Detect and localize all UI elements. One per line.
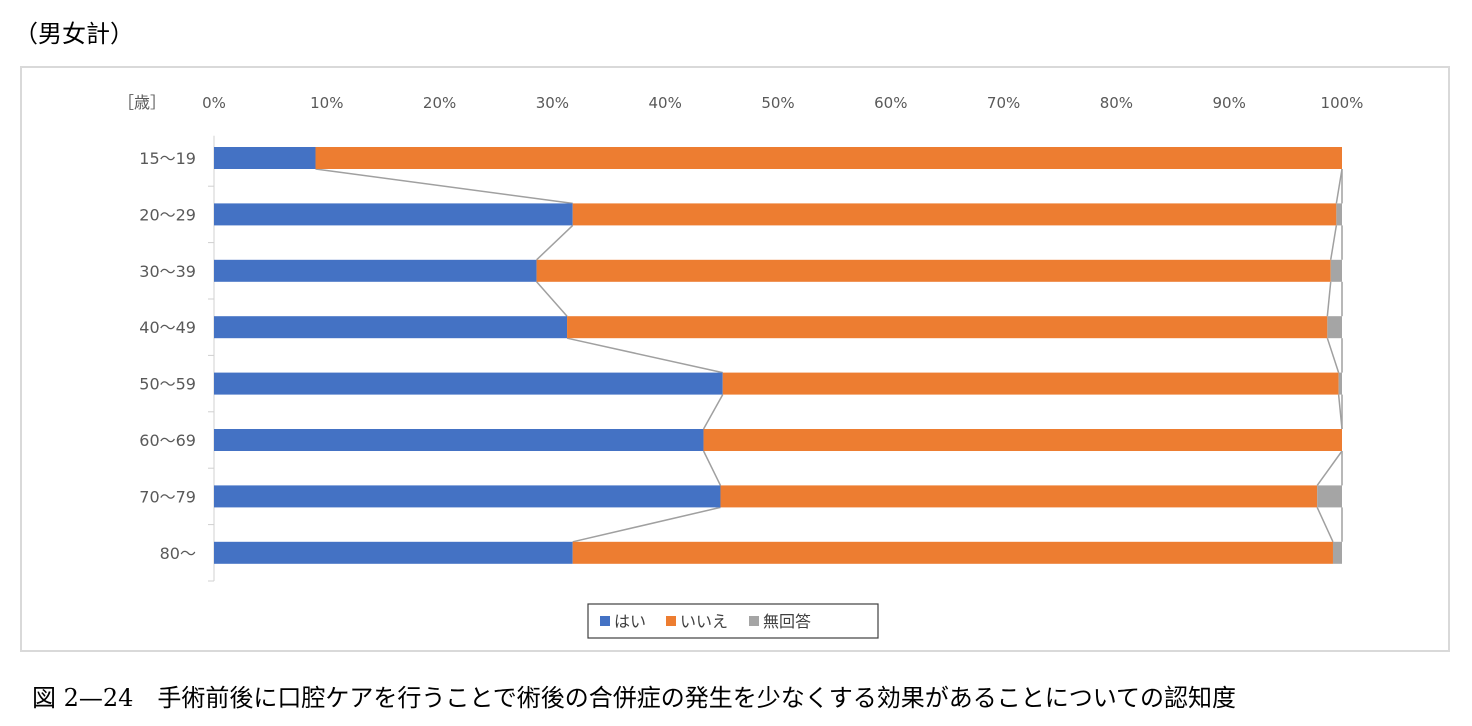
series-line [1335,168,1343,204]
bar-segment-2 [572,203,1337,226]
bar-segment-3 [1327,316,1342,339]
legend-swatch [600,616,610,626]
legend-label: はい [614,612,646,631]
x-tick-label: 20% [423,94,456,112]
bar-segment-1 [214,259,537,282]
bar-segment-1 [214,316,568,339]
x-tick-label: 30% [536,94,569,112]
bar-segment-1 [214,372,723,395]
series-line [536,281,568,317]
x-tick-label: 40% [649,94,682,112]
category-label: 40～49 [139,318,196,337]
series-line [566,337,723,374]
category-label: 70～79 [139,487,196,506]
x-tick-label: 70% [987,94,1020,112]
stacked-bar-chart: 0% 10% 20% 30% 40% 50% 60% 70% 80% 90% 100% ［歳］ 15～1… [118,93,1364,639]
series-line [702,450,722,486]
bar-segment-1 [214,429,704,451]
series-line [315,168,573,205]
series-line [1326,281,1332,317]
x-tick-label: 10% [310,94,343,112]
category-label: 30～39 [139,262,196,281]
legend-box [587,603,879,639]
legend-swatch [749,616,759,626]
category-axis-label: ［歳］ [118,93,166,112]
bar-segment-2 [572,541,1333,564]
category-label: 15～19 [139,149,196,168]
bar-segment-2 [315,147,1342,169]
bar-segment-3 [1317,485,1342,508]
bar-segment-3 [1330,259,1342,282]
bar-segment-2 [722,372,1339,395]
legend-label: いいえ [680,612,728,631]
series-line [702,394,724,430]
x-tick-label: 100% [1321,94,1364,112]
category-label: 80～ [160,544,196,563]
series-line [536,224,574,261]
series-line [572,506,721,543]
bar-segment-1 [214,541,573,564]
bar-segment-3 [1338,372,1342,395]
chart-frame: 0% 10% 20% 30% 40% 50% 60% 70% 80% 90% 100% ［歳］ 15～1… [20,66,1450,652]
bar-segment-1 [214,147,316,169]
category-label: 60～69 [139,431,196,450]
x-tick-label: 90% [1213,94,1246,112]
category-label: 20～29 [139,205,196,224]
bar-segment-2 [703,429,1342,451]
bar-segment-1 [214,485,721,508]
series-line [1316,450,1343,486]
legend-label: 無回答 [763,612,811,631]
series-line [1316,507,1334,543]
series-line [1326,337,1340,373]
legend-swatch [666,616,676,626]
bar-segment-2 [567,316,1328,339]
bar-segment-2 [536,259,1331,282]
x-tick-label: 60% [874,94,907,112]
x-tick-label: 80% [1100,94,1133,112]
chart-group-label: （男女計） [14,20,134,48]
bar-segment-3 [1336,203,1342,226]
category-label: 50～59 [139,375,196,394]
figure-caption: 図 2—24 手術前後に口腔ケアを行うことで術後の合併症の発生を少なくする効果が… [32,684,1236,712]
x-tick-label: 0% [202,94,226,112]
bar-segment-3 [1332,541,1342,564]
x-tick-label: 50% [761,94,794,112]
bar-segment-1 [214,203,573,226]
series-line [1329,225,1338,260]
bar-segment-2 [720,485,1318,508]
